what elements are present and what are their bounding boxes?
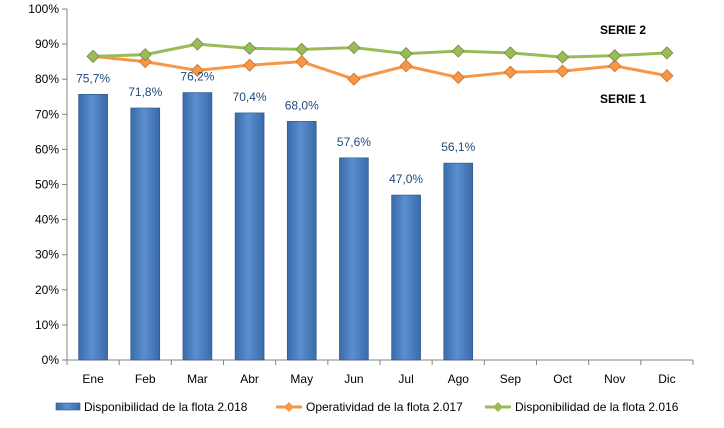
data-label: 75,7%	[76, 71, 110, 85]
data-label: 70,4%	[233, 90, 267, 104]
bar	[443, 162, 474, 361]
data-label: 56,1%	[441, 140, 475, 154]
y-tick-label: 0%	[42, 353, 60, 367]
legend-label: Disponibilidad de la flota 2.016	[515, 400, 679, 414]
legend-label: Operatividad de la flota 2.017	[306, 400, 463, 414]
series-point	[556, 50, 570, 64]
series-line	[93, 42, 667, 59]
series-point	[347, 41, 361, 55]
x-tick-label: Jul	[398, 372, 413, 386]
x-tick-label: Oct	[553, 372, 572, 386]
series-point	[243, 41, 257, 55]
x-tick-label: Sep	[500, 372, 522, 386]
y-tick-label: 10%	[35, 318, 59, 332]
x-tick-label: May	[290, 372, 313, 386]
data-labels: 75,7% 71,8% 76,2% 70,4% 68,0% 57,6% 47,0% 56,1%	[76, 70, 476, 186]
chart-axes: 0% 10% 20% 30% 40% 50% 60% 70% 80% 90% 100% Ene Feb M…	[28, 2, 694, 386]
series-point	[608, 59, 622, 73]
series-point	[190, 37, 204, 51]
series-point	[399, 47, 413, 61]
legend-swatch-bar	[55, 402, 81, 411]
series-point	[243, 58, 257, 72]
series-point	[503, 65, 517, 79]
series-point	[451, 44, 465, 58]
series-point	[138, 48, 152, 62]
x-tick-label: Mar	[187, 372, 208, 386]
y-tick-label: 90%	[35, 37, 59, 51]
x-tick-label: Ene	[82, 372, 104, 386]
series-point	[138, 55, 152, 69]
series-line	[92, 54, 668, 81]
bar	[78, 93, 108, 361]
series-point	[295, 55, 309, 69]
bar	[182, 92, 213, 361]
y-tick-label: 20%	[35, 283, 59, 297]
data-label: 47,0%	[389, 172, 423, 186]
series-point	[660, 69, 674, 83]
legend: Disponibilidad de la flota 2.018 Operativ…	[55, 400, 679, 414]
series-point	[295, 42, 309, 56]
annotation-serie-1: SERIE 1	[600, 92, 646, 106]
series-point	[399, 59, 413, 73]
y-tick-label: 30%	[35, 248, 59, 262]
bar	[286, 121, 317, 361]
x-tick-label: Dic	[658, 372, 675, 386]
series-point	[608, 49, 622, 63]
legend-swatch-marker	[284, 402, 294, 412]
legend-label: Disponibilidad de la flota 2.018	[84, 400, 248, 414]
y-tick-label: 40%	[35, 213, 59, 227]
series-point	[660, 46, 674, 60]
x-tick-label: Abr	[240, 372, 259, 386]
y-tick-label: 80%	[35, 72, 59, 86]
bar-series	[78, 92, 474, 361]
bar	[130, 107, 161, 361]
x-tick-label: Ago	[448, 372, 470, 386]
series-point	[347, 72, 361, 86]
y-tick-label: 50%	[35, 178, 59, 192]
series-point	[451, 70, 465, 85]
line-series-group	[86, 37, 674, 86]
y-tick-label: 60%	[35, 142, 59, 156]
y-tick-label: 100%	[28, 2, 59, 16]
data-label: 68,0%	[285, 98, 319, 112]
data-label: 76,2%	[180, 70, 214, 84]
data-label: 57,6%	[337, 135, 371, 149]
annotation-serie-2: SERIE 2	[600, 23, 646, 37]
y-tick-label: 70%	[35, 107, 59, 121]
x-tick-label: Feb	[135, 372, 156, 386]
series-point	[190, 63, 204, 77]
bar	[391, 194, 421, 361]
bar	[234, 112, 265, 361]
bar	[339, 157, 369, 361]
series-point	[556, 64, 570, 78]
series-point	[503, 46, 517, 60]
x-tick-label: Nov	[604, 372, 625, 386]
x-tick-label: Jun	[344, 372, 363, 386]
legend-swatch-marker	[493, 402, 503, 412]
data-label: 71,8%	[128, 85, 162, 99]
series-point	[86, 49, 100, 63]
